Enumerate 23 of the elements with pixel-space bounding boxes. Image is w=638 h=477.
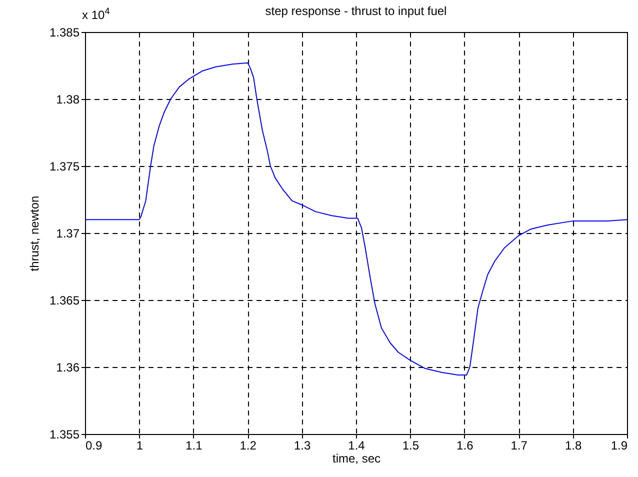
y-tick-label: 1.375: [49, 160, 80, 174]
x-tick-label: 1.1: [186, 438, 203, 452]
x-tick-label: 1.2: [240, 438, 257, 452]
x-tick-label: 1.5: [402, 438, 420, 452]
text: x 10$^{4}$: [82, 6, 110, 22]
x-tick-label: 1.8: [564, 438, 582, 452]
y-axis-title: thrust, newton: [27, 196, 42, 272]
x-tick-label: 0.9: [86, 438, 103, 452]
x-tick-label: 1.6: [456, 438, 474, 452]
x-tick-label: 1.7: [510, 438, 528, 452]
y-tick-label: 1.38: [56, 92, 80, 106]
chart-title: step response - thrust to input fuel: [265, 4, 447, 18]
y-tick-label: 1.385: [49, 26, 80, 40]
x-axis-title: time, sec: [332, 452, 381, 466]
x-tick-label: 1.4: [348, 438, 366, 452]
y-tick-label: 1.37: [56, 226, 80, 240]
x-tick-label: 1.3: [294, 438, 311, 452]
y-tick-label: 1.36: [56, 360, 80, 374]
x-tick-label: 1: [136, 438, 144, 452]
y-tick-label: 1.355: [49, 428, 80, 442]
x-tick-label: 1.9: [610, 438, 628, 452]
y-tick-label: 1.365: [49, 294, 80, 308]
line-series: [85, 62, 627, 376]
